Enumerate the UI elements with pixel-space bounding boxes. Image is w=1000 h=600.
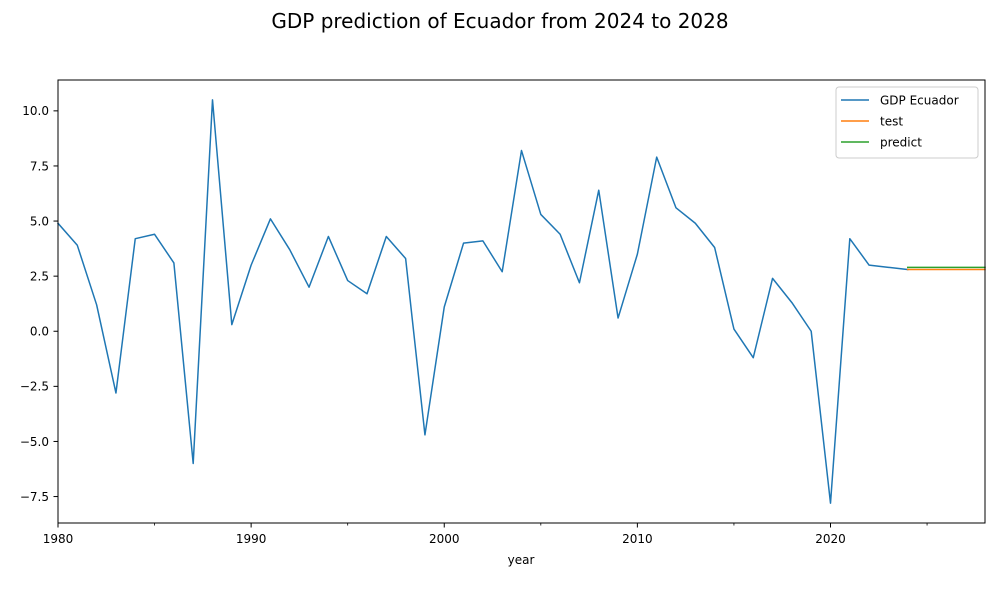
y-tick-label: 2.5: [30, 269, 49, 283]
plot-frame: [57, 79, 986, 524]
y-tick-label: −2.5: [20, 380, 49, 394]
x-tick-label: 1980: [43, 532, 74, 546]
legend-label: predict: [880, 135, 922, 149]
legend-label: test: [880, 114, 903, 128]
x-tick-label: 1990: [236, 532, 267, 546]
y-axis: −7.5 −5.0 −2.5 0.0 2.5 5.0 7.5 10.0: [20, 104, 58, 504]
x-axis-label: year: [508, 553, 535, 567]
x-tick-label: 2010: [622, 532, 653, 546]
legend: GDP Ecuador test predict: [835, 86, 979, 159]
y-tick-label: −7.5: [20, 490, 49, 504]
legend-box: [835, 86, 979, 159]
y-tick-label: 10.0: [22, 104, 49, 118]
y-tick-label: 7.5: [30, 159, 49, 173]
y-tick-label: −5.0: [20, 435, 49, 449]
series-line-gdp-ecuador: [56, 99, 909, 504]
x-tick-label: 2000: [429, 532, 460, 546]
x-axis: 1980 1990 2000 2010 2020: [43, 523, 928, 546]
y-tick-label: 0.0: [30, 325, 49, 339]
x-tick-label: 2020: [815, 532, 846, 546]
plot-area: [56, 99, 986, 504]
y-tick-label: 5.0: [30, 214, 49, 228]
legend-label: GDP Ecuador: [880, 93, 959, 107]
chart-title: GDP prediction of Ecuador from 2024 to 2…: [271, 9, 728, 33]
